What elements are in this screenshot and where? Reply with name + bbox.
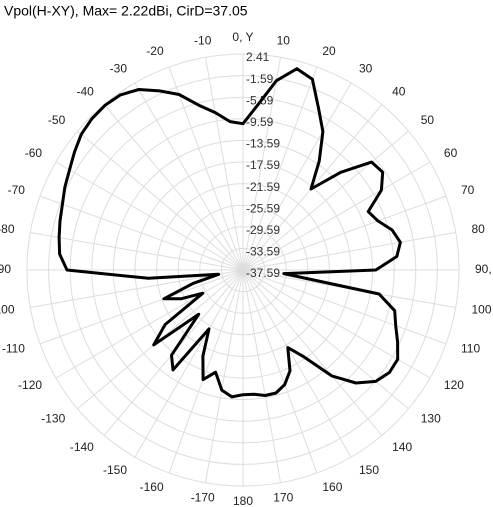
angle-label: 150 xyxy=(359,463,379,477)
angle-label: -10 xyxy=(194,34,212,48)
angle-label: 130 xyxy=(421,411,441,425)
chart-title: Vpol(H-XY), Max= 2.22dBi, CirD=37.05 xyxy=(4,3,248,19)
angle-label: -130 xyxy=(41,411,65,425)
grid-spoke xyxy=(242,130,409,271)
angle-label: 40 xyxy=(392,84,406,98)
r-tick-label: -21.59 xyxy=(246,180,280,194)
grid-spoke xyxy=(39,269,244,345)
angle-label: -20 xyxy=(146,44,164,58)
angle-label: 10 xyxy=(277,34,291,48)
angle-label: 170 xyxy=(273,491,293,505)
grid-spoke xyxy=(242,57,282,271)
r-tick-label: -17.59 xyxy=(246,158,280,172)
angle-label: 140 xyxy=(392,440,412,454)
angle-label: -160 xyxy=(140,480,164,494)
angle-label: 0, Y xyxy=(232,30,253,44)
angle-label: 60 xyxy=(444,146,458,160)
angle-label: -140 xyxy=(70,440,94,454)
angle-label: 100 xyxy=(471,302,491,316)
r-tick-label: -25.59 xyxy=(246,201,280,215)
angle-label: -100 xyxy=(0,302,15,316)
angle-label: 30 xyxy=(359,61,373,75)
grid-spoke xyxy=(242,269,352,458)
r-tick-label: -33.59 xyxy=(246,245,280,259)
angle-label: -120 xyxy=(18,378,42,392)
angle-label: -50 xyxy=(48,113,66,127)
grid-spoke xyxy=(39,195,244,271)
r-tick-label: -9.59 xyxy=(246,115,274,129)
angle-label: -70 xyxy=(8,183,26,197)
r-tick-label: -37.59 xyxy=(246,266,280,280)
grid-spoke xyxy=(242,269,282,483)
grid-spoke xyxy=(242,82,352,271)
angle-label: 110 xyxy=(461,342,480,356)
angle-label: 70 xyxy=(461,183,475,197)
grid-spoke xyxy=(242,66,318,271)
angle-label: -80 xyxy=(0,222,15,236)
grid-spoke xyxy=(242,269,409,410)
angle-label: 90, X xyxy=(475,262,493,276)
angle-label: -170 xyxy=(191,491,215,505)
r-tick-label: 2.41 xyxy=(246,50,270,64)
angle-label: 180 xyxy=(233,494,253,507)
grid-spoke xyxy=(134,82,244,271)
grid-spoke xyxy=(242,269,447,345)
angle-label: 120 xyxy=(444,378,464,392)
grid-spoke xyxy=(204,269,244,483)
grid-spoke xyxy=(55,269,244,379)
grid-spoke xyxy=(242,161,431,271)
grid-spoke xyxy=(242,269,383,436)
angle-label: 50 xyxy=(421,113,435,127)
grid-spoke xyxy=(103,104,244,271)
angle-label: -150 xyxy=(103,463,127,477)
grid-spoke xyxy=(204,57,244,271)
angle-label: -40 xyxy=(77,84,95,98)
angle-label: 160 xyxy=(322,480,342,494)
angle-label: -110 xyxy=(2,342,25,356)
angle-label: 80 xyxy=(471,222,485,236)
angle-label: -90 xyxy=(0,262,11,276)
grid-spoke xyxy=(168,269,244,474)
grid-spoke xyxy=(242,195,447,271)
grid-spoke xyxy=(77,130,244,271)
r-tick-label: -1.59 xyxy=(246,72,274,86)
grid-spoke xyxy=(242,231,456,271)
grid-spoke xyxy=(168,66,244,271)
grid-spoke xyxy=(55,161,244,271)
grid-spoke xyxy=(30,231,244,271)
r-tick-label: -13.59 xyxy=(246,137,280,151)
grid-spoke xyxy=(242,269,318,474)
angle-label: 20 xyxy=(322,44,336,58)
angle-label: -60 xyxy=(25,146,43,160)
grid-spoke xyxy=(134,269,244,458)
pattern-line xyxy=(57,67,402,399)
angle-label: -30 xyxy=(110,61,128,75)
r-tick-label: -29.59 xyxy=(246,223,280,237)
